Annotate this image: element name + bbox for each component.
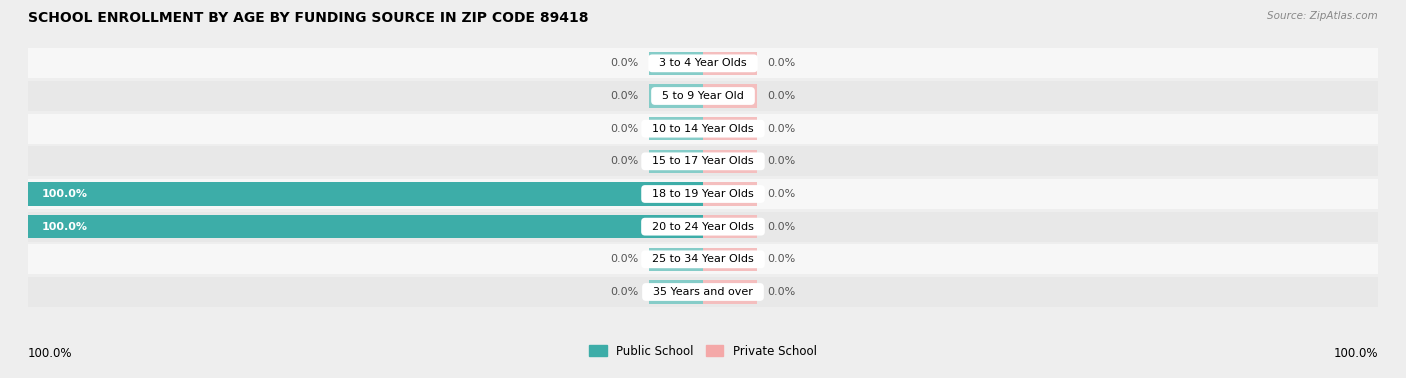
Bar	[703, 150, 756, 173]
Text: 0.0%: 0.0%	[610, 254, 638, 264]
Legend: Public School, Private School: Public School, Private School	[585, 340, 821, 362]
Bar	[650, 117, 703, 140]
Bar	[28, 146, 1378, 177]
Text: 25 to 34 Year Olds: 25 to 34 Year Olds	[645, 254, 761, 264]
Bar	[703, 51, 756, 75]
Text: 5 to 9 Year Old: 5 to 9 Year Old	[655, 91, 751, 101]
Bar	[703, 215, 756, 239]
Text: 0.0%: 0.0%	[768, 189, 796, 199]
Bar	[28, 81, 1378, 111]
Text: 0.0%: 0.0%	[768, 58, 796, 68]
Bar	[28, 277, 1378, 307]
Text: 0.0%: 0.0%	[610, 156, 638, 166]
Text: SCHOOL ENROLLMENT BY AGE BY FUNDING SOURCE IN ZIP CODE 89418: SCHOOL ENROLLMENT BY AGE BY FUNDING SOUR…	[28, 11, 589, 25]
Bar	[703, 117, 756, 140]
Bar	[28, 114, 1378, 144]
Bar	[703, 84, 756, 108]
Bar	[28, 48, 1378, 78]
Text: 18 to 19 Year Olds: 18 to 19 Year Olds	[645, 189, 761, 199]
Text: 100.0%: 100.0%	[42, 189, 87, 199]
Text: 0.0%: 0.0%	[768, 222, 796, 232]
Bar	[28, 212, 1378, 242]
Bar	[703, 280, 756, 304]
Text: 0.0%: 0.0%	[610, 58, 638, 68]
Text: 0.0%: 0.0%	[610, 287, 638, 297]
Text: 0.0%: 0.0%	[768, 91, 796, 101]
Text: 100.0%: 100.0%	[28, 347, 73, 360]
Bar	[650, 84, 703, 108]
Text: 0.0%: 0.0%	[768, 156, 796, 166]
Text: 100.0%: 100.0%	[1333, 347, 1378, 360]
Text: 15 to 17 Year Olds: 15 to 17 Year Olds	[645, 156, 761, 166]
Bar	[703, 248, 756, 271]
Bar	[650, 280, 703, 304]
Bar	[28, 215, 703, 239]
Text: 100.0%: 100.0%	[42, 222, 87, 232]
Text: 0.0%: 0.0%	[768, 124, 796, 134]
Bar	[650, 150, 703, 173]
Text: 10 to 14 Year Olds: 10 to 14 Year Olds	[645, 124, 761, 134]
Bar	[703, 182, 756, 206]
Bar	[28, 244, 1378, 274]
Bar	[650, 248, 703, 271]
Text: 3 to 4 Year Olds: 3 to 4 Year Olds	[652, 58, 754, 68]
Text: 0.0%: 0.0%	[610, 124, 638, 134]
Text: 0.0%: 0.0%	[768, 287, 796, 297]
Text: 0.0%: 0.0%	[610, 91, 638, 101]
Text: 35 Years and over: 35 Years and over	[647, 287, 759, 297]
Bar	[28, 182, 703, 206]
Bar	[650, 51, 703, 75]
Bar	[28, 179, 1378, 209]
Text: 20 to 24 Year Olds: 20 to 24 Year Olds	[645, 222, 761, 232]
Text: 0.0%: 0.0%	[768, 254, 796, 264]
Text: Source: ZipAtlas.com: Source: ZipAtlas.com	[1267, 11, 1378, 21]
